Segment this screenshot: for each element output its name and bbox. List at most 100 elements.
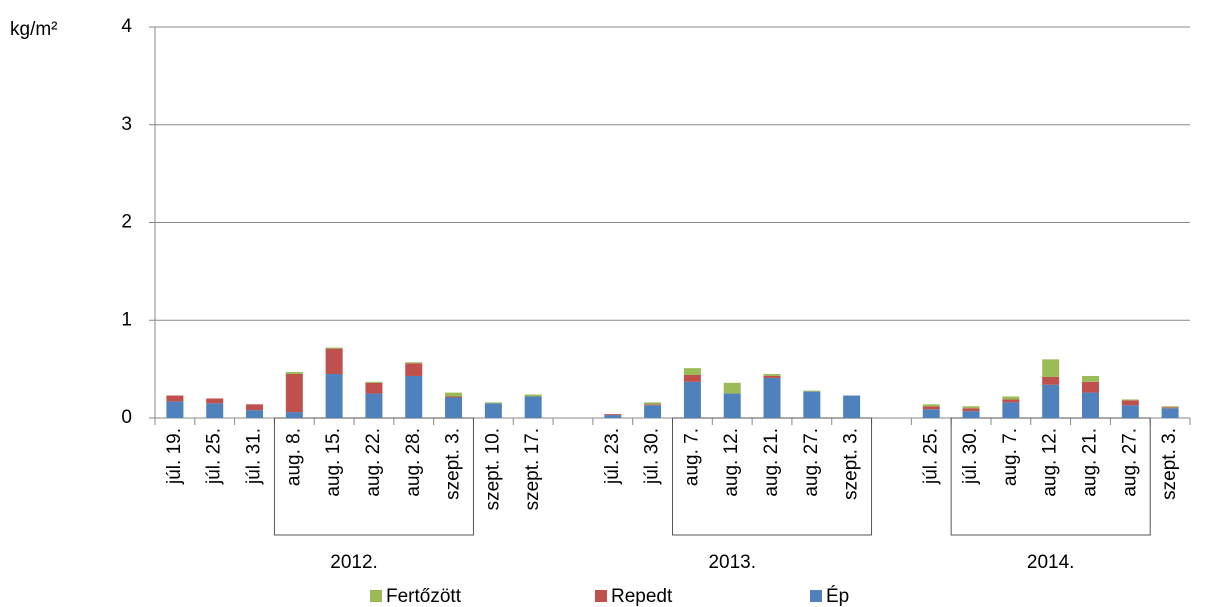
bar-segment bbox=[723, 393, 741, 418]
bar-segment bbox=[1042, 376, 1060, 385]
bar-segment bbox=[1002, 399, 1020, 403]
legend-label: Repedt bbox=[611, 586, 673, 607]
x-tick-label: szept. 3. bbox=[443, 428, 464, 500]
bar-segment bbox=[763, 377, 781, 418]
y-tick-label: 4 bbox=[121, 16, 132, 37]
x-tick-label: aug. 12. bbox=[1040, 428, 1061, 497]
x-tick-label: szept. 3. bbox=[1159, 428, 1180, 500]
x-tick-label: aug. 12. bbox=[721, 428, 742, 497]
x-tick-label: júl. 30. bbox=[642, 428, 663, 485]
bar-segment bbox=[723, 382, 741, 394]
x-tick-label: júl. 19. bbox=[164, 428, 185, 485]
bar-segment bbox=[405, 363, 423, 376]
legend-swatch bbox=[810, 590, 822, 602]
bar-segment bbox=[365, 393, 383, 418]
bar-segment bbox=[166, 401, 184, 418]
x-tick-label: aug. 22. bbox=[363, 428, 384, 497]
bar-segment bbox=[803, 390, 821, 392]
bar-segment bbox=[644, 404, 662, 406]
x-tick-label: szept. 3. bbox=[841, 428, 862, 500]
bar-segment bbox=[166, 395, 184, 402]
bar-segment bbox=[246, 410, 264, 418]
x-tick-label: aug. 28. bbox=[403, 428, 424, 497]
bar-segment bbox=[1161, 408, 1179, 418]
bar-segment bbox=[1081, 392, 1099, 418]
bar-segment bbox=[922, 406, 940, 410]
bar-segment bbox=[524, 396, 542, 418]
bar-segment bbox=[763, 375, 781, 378]
group-label: 2014. bbox=[1027, 552, 1075, 573]
bar-segment bbox=[445, 396, 463, 398]
bar-segment bbox=[644, 402, 662, 405]
bar-segment bbox=[1161, 406, 1179, 408]
bar-segment bbox=[285, 412, 303, 418]
bar-segment bbox=[445, 392, 463, 397]
bar-segment bbox=[1121, 405, 1139, 418]
x-tick-label: aug. 27. bbox=[1119, 428, 1140, 497]
bar-segment bbox=[1002, 396, 1020, 400]
bar-segment bbox=[922, 409, 940, 418]
bar-segment bbox=[922, 404, 940, 407]
bar-segment bbox=[1042, 384, 1060, 418]
bar-segment bbox=[763, 374, 781, 376]
bar-segment bbox=[1121, 399, 1139, 401]
bar-segment bbox=[604, 415, 622, 418]
legend-swatch bbox=[370, 590, 382, 602]
x-tick-label: júl. 25. bbox=[920, 428, 941, 485]
group-label: 2012. bbox=[330, 552, 378, 573]
bar-segment bbox=[644, 405, 662, 418]
y-tick-label: 2 bbox=[121, 212, 132, 233]
bar-segment bbox=[1161, 407, 1179, 409]
bar-segment bbox=[325, 348, 343, 375]
x-tick-label: júl. 23. bbox=[602, 428, 623, 485]
bar-segment bbox=[962, 406, 980, 409]
bar-segment bbox=[683, 374, 701, 382]
x-tick-label: szept. 17. bbox=[522, 428, 543, 510]
y-axis-label: kg/m² bbox=[10, 19, 58, 40]
bar-segment bbox=[524, 394, 542, 397]
bar-segment bbox=[803, 391, 821, 418]
group-label: 2013. bbox=[708, 552, 756, 573]
bar-segment bbox=[325, 374, 343, 418]
x-tick-label: aug. 15. bbox=[323, 428, 344, 497]
x-tick-label: szept. 10. bbox=[482, 428, 503, 510]
bar-segment bbox=[1121, 400, 1139, 406]
x-tick-label: aug. 7. bbox=[1000, 428, 1021, 486]
x-tick-label: aug. 21. bbox=[761, 428, 782, 497]
y-tick-label: 0 bbox=[121, 407, 132, 428]
bar-segment bbox=[484, 402, 502, 404]
bar-segment bbox=[325, 347, 343, 349]
bar-segment bbox=[962, 411, 980, 418]
bar-segment bbox=[365, 382, 383, 394]
bar-segment bbox=[285, 372, 303, 375]
y-tick-label: 1 bbox=[121, 309, 132, 330]
bar-segment bbox=[484, 403, 502, 418]
bar-segment bbox=[246, 404, 264, 411]
legend-swatch bbox=[595, 590, 607, 602]
bar-segment bbox=[1081, 375, 1099, 382]
bar-segment bbox=[604, 414, 622, 416]
bar-segment bbox=[1042, 359, 1060, 377]
bar-segment bbox=[206, 398, 224, 404]
bar-segment bbox=[962, 408, 980, 412]
bar-segment bbox=[285, 374, 303, 413]
bar-segment bbox=[405, 375, 423, 418]
bar-segment bbox=[1002, 402, 1020, 418]
legend-label: Fertőzött bbox=[386, 586, 462, 607]
x-tick-label: aug. 8. bbox=[283, 428, 304, 486]
bar-segment bbox=[1081, 381, 1099, 393]
x-tick-label: aug. 27. bbox=[801, 428, 822, 497]
x-tick-label: júl. 31. bbox=[244, 428, 265, 485]
bar-segment bbox=[843, 395, 861, 418]
x-tick-label: aug. 7. bbox=[681, 428, 702, 486]
bar-segment bbox=[683, 368, 701, 375]
bar-segment bbox=[683, 381, 701, 418]
bar-segment bbox=[365, 381, 383, 383]
bar-segment bbox=[405, 362, 423, 364]
legend-label: Ép bbox=[826, 586, 849, 607]
bar-segment bbox=[206, 403, 224, 418]
bar-segment bbox=[445, 397, 463, 418]
x-tick-label: aug. 21. bbox=[1079, 428, 1100, 497]
